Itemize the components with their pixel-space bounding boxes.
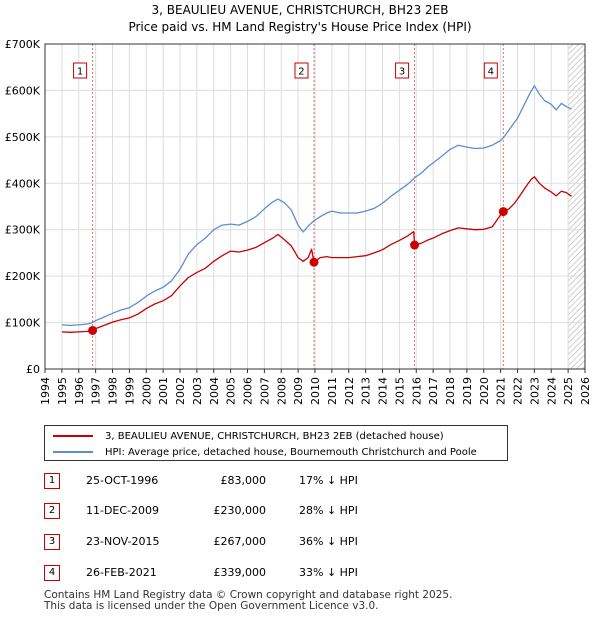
x-tick-label: 2006 [242, 377, 255, 405]
x-tick-label: 2020 [478, 377, 491, 405]
sale-number: 1 [44, 473, 60, 489]
plot-border [44, 43, 586, 370]
x-tick-label: 2000 [140, 377, 153, 405]
sale-number: 3 [44, 534, 60, 550]
y-tick-label: £400K [5, 177, 41, 190]
x-tick-label: 2002 [174, 377, 187, 405]
x-tick-label: 1998 [107, 377, 120, 405]
x-tick-label: 2007 [258, 377, 271, 405]
legend: 3, BEAULIEU AVENUE, CHRISTCHURCH, BH23 2… [44, 425, 508, 461]
sale-label: 1 [77, 67, 83, 78]
sale-point [498, 207, 508, 217]
y-tick-label: £0 [26, 363, 40, 376]
sale-number: 4 [44, 565, 60, 581]
sale-date: 26-FEB-2021 [86, 566, 157, 579]
footer: Contains HM Land Registry data © Crown c… [44, 590, 452, 612]
sale-date: 23-NOV-2015 [86, 535, 160, 548]
x-tick-label: 2012 [343, 377, 356, 405]
legend-swatch-hpi [53, 451, 93, 453]
chart-title: 3, BEAULIEU AVENUE, CHRISTCHURCH, BH23 2… [151, 3, 449, 17]
x-tick-label: 2015 [393, 377, 406, 405]
chart-subtitle: Price paid vs. HM Land Registry's House … [128, 20, 472, 34]
x-tick-label: 1996 [73, 377, 86, 405]
x-tick-label: 2025 [562, 377, 575, 405]
x-tick-label: 2003 [191, 377, 204, 405]
y-tick-label: £500K [5, 131, 41, 144]
x-tick-label: 1995 [56, 377, 69, 405]
x-tick-label: 2004 [208, 377, 221, 405]
x-tick-label: 2024 [545, 377, 558, 405]
sale-hpi-diff: 36% ↓ HPI [299, 535, 358, 548]
x-tick-label: 2017 [427, 377, 440, 405]
x-tick-label: 2018 [444, 377, 457, 405]
sale-label-box [73, 62, 88, 79]
hpi-line [61, 85, 572, 327]
x-tick-label: 2019 [461, 377, 474, 405]
legend-label-property: 3, BEAULIEU AVENUE, CHRISTCHURCH, BH23 2… [105, 430, 444, 442]
x-tick-label: 1997 [90, 377, 103, 405]
x-tick-label: 2022 [512, 377, 525, 405]
x-tick-label: 2001 [157, 377, 170, 405]
sale-price: £339,000 [213, 566, 267, 579]
x-tick-label: 2026 [579, 377, 592, 405]
footer-copyright: Contains HM Land Registry data © Crown c… [44, 589, 453, 601]
sale-point [309, 257, 319, 267]
table-row: 2 11-DEC-2009 £230,000 28% ↓ HPI [44, 500, 444, 520]
footer-licence: This data is licensed under the Open Gov… [44, 600, 379, 612]
sale-hpi-diff: 17% ↓ HPI [299, 474, 358, 487]
sale-hpi-diff: 28% ↓ HPI [299, 504, 358, 517]
y-tick-label: £100K [5, 317, 41, 330]
x-tick-label: 1999 [123, 377, 136, 405]
x-tick-label: 2021 [495, 377, 508, 405]
x-tick-label: 2010 [309, 377, 322, 405]
y-tick-label: £200K [5, 270, 41, 283]
sale-label-box [294, 62, 309, 79]
x-tick-label: 2016 [410, 377, 423, 405]
x-tick-label: 1994 [39, 377, 52, 405]
sale-price: £230,000 [213, 504, 267, 517]
x-tick-label: 2013 [360, 377, 373, 405]
x-tick-label: 2009 [292, 377, 305, 405]
legend-item-hpi: HPI: Average price, detached house, Bour… [53, 445, 477, 459]
sale-point [410, 240, 420, 250]
x-tick-label: 2014 [377, 377, 390, 405]
y-tick-label: £300K [5, 224, 41, 237]
sale-price: £267,000 [213, 535, 267, 548]
table-row: 3 23-NOV-2015 £267,000 36% ↓ HPI [44, 531, 444, 551]
sale-number: 2 [44, 503, 60, 519]
sale-hpi-diff: 33% ↓ HPI [299, 566, 358, 579]
sale-point [88, 325, 98, 335]
sale-label: 3 [399, 67, 405, 78]
x-tick-label: 2023 [528, 377, 541, 405]
table-row: 4 26-FEB-2021 £339,000 33% ↓ HPI [44, 562, 444, 582]
x-tick-label: 2011 [326, 377, 339, 405]
y-tick-label: £600K [5, 84, 41, 97]
sale-date: 25-OCT-1996 [86, 474, 159, 487]
sale-label: 4 [488, 67, 494, 78]
y-tick-label: £700K [5, 38, 41, 51]
price-chart: £0 £100K £200K £300K £400K £500K £600K £700K 199… [5, 38, 592, 405]
sale-label: 2 [298, 67, 304, 78]
forecast-region [568, 44, 585, 369]
legend-swatch-property [53, 435, 93, 437]
sale-price: £83,000 [220, 474, 267, 487]
x-tick-label: 2008 [275, 377, 288, 405]
legend-label-hpi: HPI: Average price, detached house, Bour… [105, 446, 477, 458]
sale-label-box [395, 62, 410, 79]
table-row: 1 25-OCT-1996 £83,000 17% ↓ HPI [44, 470, 444, 490]
sale-date: 11-DEC-2009 [86, 504, 160, 517]
x-tick-label: 2005 [225, 377, 238, 405]
property-price-line [61, 176, 572, 333]
legend-item-property: 3, BEAULIEU AVENUE, CHRISTCHURCH, BH23 2… [53, 429, 444, 443]
sale-label-box [483, 62, 498, 79]
